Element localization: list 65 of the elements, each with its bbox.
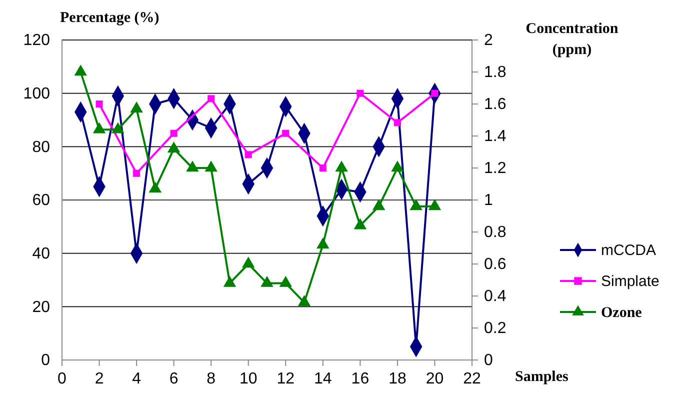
x-tick-label: 2 — [94, 370, 104, 388]
legend-label: Ozone — [601, 305, 642, 321]
x-tick-label: 16 — [351, 370, 370, 388]
y2-tick-label: 0.6 — [484, 256, 506, 274]
y2-tick-label: 1.6 — [484, 96, 506, 114]
point — [391, 160, 404, 172]
x-tick-label: 6 — [169, 370, 178, 388]
legend-label: Simplate — [601, 273, 660, 290]
y2-tick-label: 1 — [484, 192, 493, 210]
point — [167, 141, 180, 152]
point — [133, 170, 140, 177]
point — [335, 160, 348, 172]
y-tick-label: 100 — [23, 85, 50, 102]
point — [74, 64, 87, 76]
y2-tick-label: 1.2 — [484, 160, 506, 178]
point — [96, 100, 103, 108]
point — [410, 199, 422, 210]
y2-tick-label: 0.4 — [484, 288, 506, 306]
x-tick-label: 8 — [206, 370, 216, 388]
point — [170, 130, 178, 137]
y-tick-label: 60 — [32, 192, 50, 210]
point — [244, 151, 252, 158]
point — [186, 160, 199, 172]
point — [356, 90, 364, 97]
point — [223, 276, 236, 287]
y-axis-title: Percentage (%) — [60, 10, 160, 26]
point — [112, 122, 124, 134]
point — [260, 276, 274, 287]
y2-tick-label: 0 — [484, 352, 493, 370]
x-tick-label: 20 — [426, 370, 444, 388]
legend-label: mCCDA — [601, 242, 656, 259]
point — [92, 122, 106, 134]
point — [354, 218, 367, 230]
x-tick-label: 18 — [388, 370, 406, 388]
y2-tick-label: 0.8 — [484, 224, 506, 242]
point — [279, 276, 292, 287]
point — [148, 181, 162, 192]
point — [316, 237, 330, 248]
y-tick-label: 80 — [32, 138, 50, 156]
point — [204, 160, 218, 172]
x-axis-title: Samples — [515, 369, 569, 385]
y-tick-label: 0 — [41, 352, 50, 370]
point — [242, 256, 255, 268]
y2-tick-label: 1.4 — [484, 128, 506, 146]
point — [428, 199, 442, 210]
x-tick-label: 0 — [58, 370, 67, 388]
point — [319, 164, 326, 172]
x-tick-label: 12 — [276, 370, 295, 388]
y-tick-label: 20 — [32, 298, 50, 316]
x-tick-label: 22 — [463, 370, 481, 388]
x-tick-label: 4 — [132, 370, 142, 388]
y2-axis-title: Concentration (ppm) — [526, 21, 619, 58]
x-tick-label: 10 — [239, 370, 258, 388]
point — [394, 119, 401, 126]
y-tick-label: 40 — [32, 245, 50, 262]
y-tick-label: 120 — [23, 32, 50, 50]
point — [298, 295, 311, 306]
point — [372, 199, 386, 210]
point — [282, 130, 290, 137]
point — [130, 101, 143, 112]
x-tick-label: 14 — [314, 370, 332, 388]
point — [208, 95, 215, 102]
y2-tick-label: 2 — [484, 32, 493, 50]
y2-tick-label: 0.2 — [484, 320, 506, 338]
y2-tick-label: 1.8 — [484, 64, 506, 82]
